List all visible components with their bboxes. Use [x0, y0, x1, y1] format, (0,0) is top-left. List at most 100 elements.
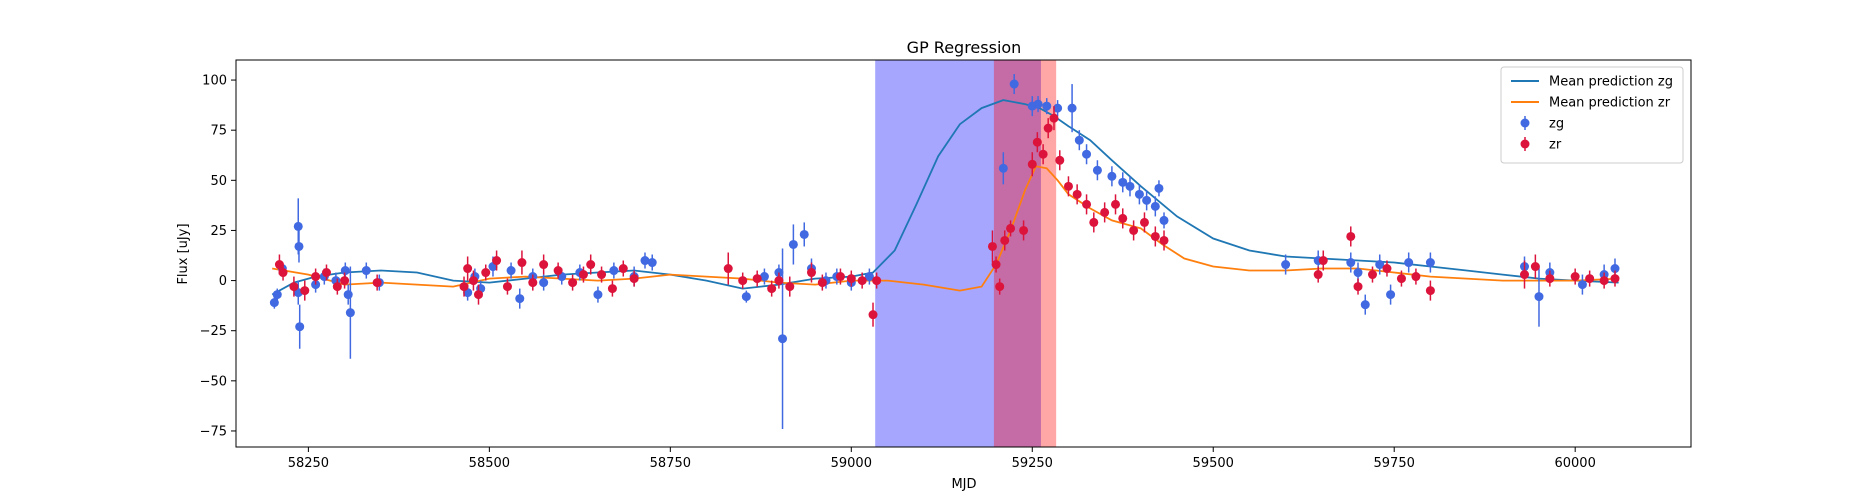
data-point — [1159, 235, 1169, 245]
data-point — [817, 278, 827, 288]
data-point — [553, 266, 563, 276]
plot-area — [235, 59, 1692, 448]
data-point — [1129, 225, 1139, 235]
data-point — [1530, 262, 1540, 272]
data-point — [593, 290, 603, 300]
data-point — [991, 260, 1001, 270]
data-point — [1055, 155, 1065, 165]
data-point — [738, 276, 748, 286]
data-point — [741, 292, 751, 302]
x-axis-label: MJD — [951, 477, 976, 492]
data-point — [1159, 215, 1169, 225]
scatter-series-2 — [274, 106, 1620, 327]
data-point — [492, 256, 502, 266]
data-point — [857, 276, 867, 286]
data-point — [1118, 177, 1128, 187]
data-point — [568, 278, 578, 288]
data-point — [474, 290, 483, 300]
data-point — [517, 258, 527, 268]
data-point — [528, 278, 538, 288]
legend: Mean prediction zg Mean prediction zr zg zr — [1500, 66, 1684, 164]
data-point — [1346, 258, 1356, 268]
legend-box — [1500, 66, 1684, 164]
data-point — [1006, 223, 1016, 233]
data-point — [647, 258, 657, 268]
data-point — [300, 286, 310, 296]
data-point — [1049, 113, 1059, 123]
data-point — [481, 268, 491, 278]
data-point — [1125, 181, 1135, 191]
data-point — [1111, 199, 1121, 209]
data-point — [295, 322, 305, 332]
x-tick-label: 60000 — [1554, 456, 1595, 471]
y-tick-label: 25 — [210, 224, 227, 239]
x-tick-label: 58750 — [650, 456, 691, 471]
data-point — [278, 268, 288, 278]
data-point — [864, 272, 874, 282]
data-point — [578, 270, 588, 280]
data-point — [1038, 149, 1048, 159]
data-point — [1134, 189, 1144, 199]
y-tick-label: −75 — [200, 424, 227, 439]
data-point — [872, 276, 882, 286]
data-point — [1599, 276, 1609, 286]
chart-title: GP Regression — [907, 38, 1022, 57]
y-tick-label: −50 — [200, 374, 227, 389]
data-point — [1150, 231, 1160, 241]
data-point — [1396, 274, 1406, 284]
data-point — [1367, 270, 1377, 280]
data-point — [788, 239, 798, 249]
data-point — [1585, 274, 1595, 284]
data-point — [539, 278, 549, 288]
legend-entry-label: zg — [1549, 117, 1564, 132]
data-point — [1053, 103, 1063, 113]
legend-entry-label: zr — [1549, 138, 1562, 153]
x-tick-label: 59250 — [1012, 456, 1053, 471]
data-point — [629, 274, 639, 284]
y-tick-label: 0 — [219, 274, 227, 289]
data-point — [1534, 292, 1544, 302]
data-point — [332, 282, 342, 292]
plot-frame — [235, 59, 1692, 448]
data-point — [539, 260, 549, 270]
data-point — [1009, 79, 1019, 89]
y-axis: −75 −50 −25 0 25 50 75 100 — [200, 74, 236, 439]
data-point — [289, 282, 299, 292]
data-point — [1063, 181, 1073, 191]
shaded-region-2 — [993, 60, 1057, 447]
data-point — [868, 310, 878, 320]
data-point — [274, 260, 284, 270]
data-point — [998, 163, 1008, 173]
data-point — [1150, 201, 1160, 211]
data-point — [987, 241, 997, 251]
data-point — [1425, 258, 1435, 268]
data-point — [1142, 195, 1152, 205]
x-tick-label: 59750 — [1374, 456, 1415, 471]
data-point — [343, 290, 353, 300]
data-point — [1027, 159, 1037, 169]
x-tick-label: 58500 — [469, 456, 510, 471]
data-point — [1000, 235, 1010, 245]
data-point — [586, 260, 596, 270]
data-point — [618, 264, 628, 274]
data-point — [1118, 213, 1128, 223]
data-point — [1353, 282, 1363, 292]
data-point — [995, 282, 1005, 292]
data-point — [1032, 137, 1042, 147]
data-point — [1375, 260, 1385, 270]
data-point — [1100, 207, 1110, 217]
data-point — [506, 266, 516, 276]
x-axis: 58250 58500 58750 59000 59250 59500 59750 60000 — [288, 447, 1596, 471]
data-point — [1067, 103, 1077, 113]
data-point — [272, 290, 282, 300]
data-point — [1281, 260, 1291, 270]
data-point — [1033, 99, 1043, 109]
data-point — [723, 264, 733, 274]
data-point — [1520, 270, 1530, 280]
data-point — [1043, 123, 1053, 133]
data-point — [759, 272, 769, 282]
data-point — [515, 294, 525, 304]
data-point — [1425, 286, 1435, 296]
x-tick-label: 59000 — [831, 456, 872, 471]
